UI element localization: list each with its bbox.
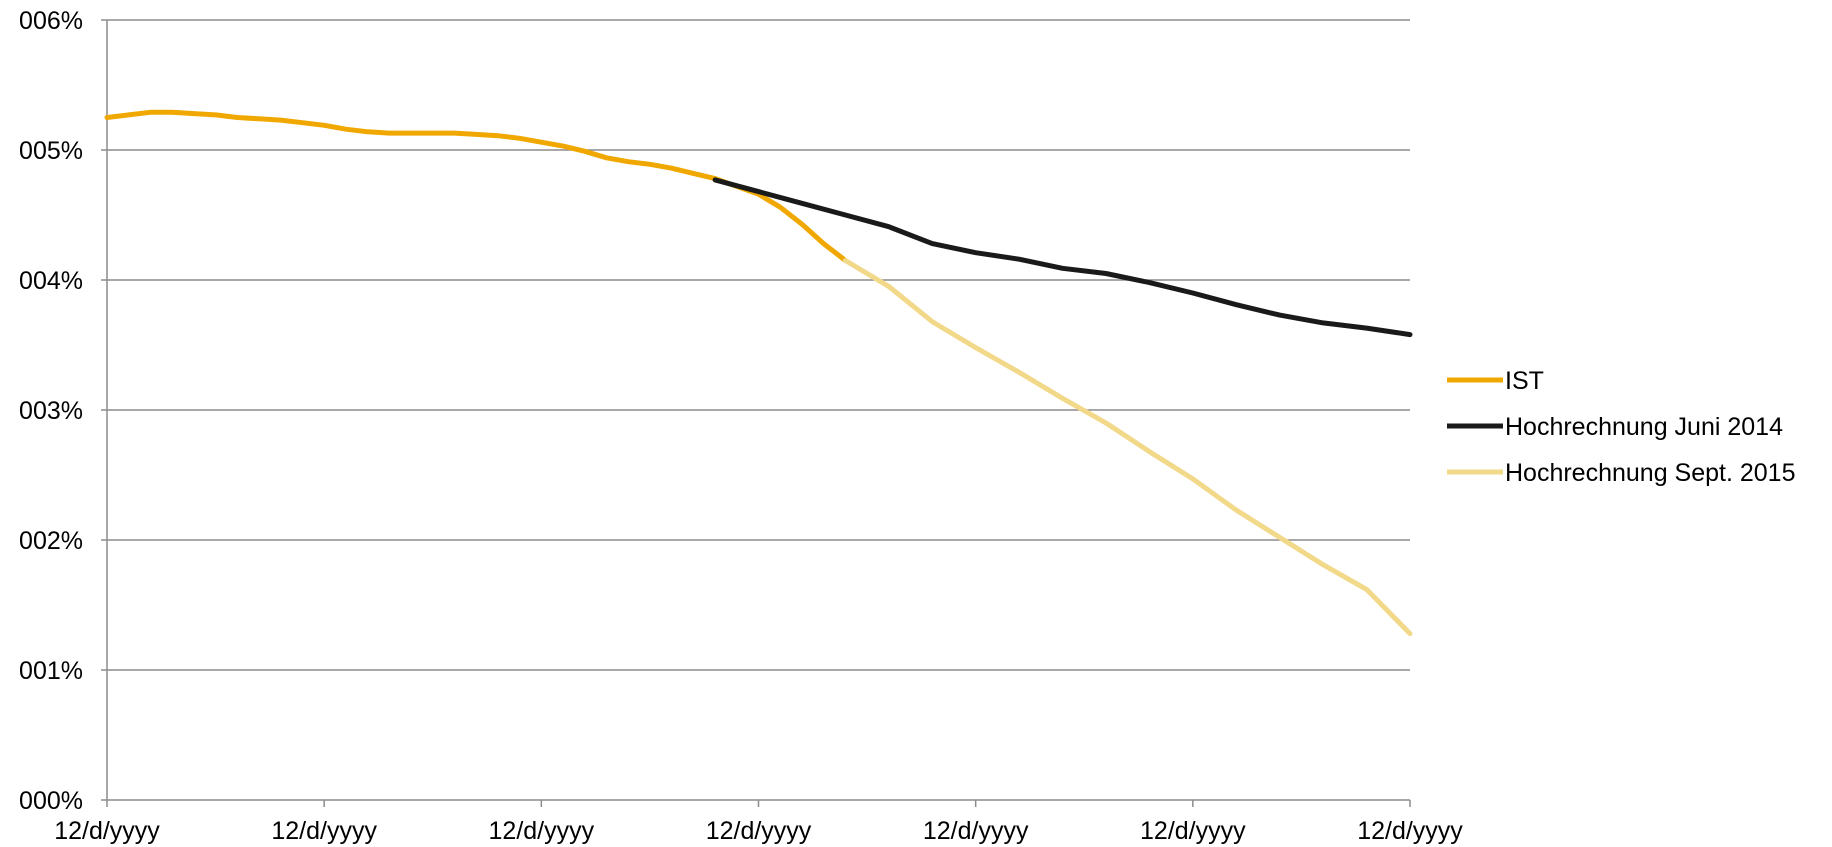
- x-tick-label: 12/d/yyyy: [706, 817, 812, 845]
- legend-label-3: Hochrechnung Sept. 2015: [1505, 459, 1796, 487]
- x-tick-labels: 12/d/yyyy 12/d/yyyy 12/d/yyyy 12/d/yyyy 12/d…: [54, 817, 1463, 845]
- y-tick-label: 000%: [19, 787, 83, 815]
- series-lines: [104, 109, 1413, 637]
- y-tick-label: 002%: [19, 527, 83, 555]
- legend-label-1: IST: [1505, 367, 1544, 395]
- x-tick-label: 12/d/yyyy: [1357, 817, 1463, 845]
- y-tick-labels: 000% 001% 002% 003% 004% 005% 006%: [19, 7, 83, 815]
- x-tick-label: 12/d/yyyy: [54, 817, 160, 845]
- x-tick-label: 12/d/yyyy: [923, 817, 1029, 845]
- y-tick-label: 003%: [19, 397, 83, 425]
- x-tick-label: 12/d/yyyy: [489, 817, 595, 845]
- y-tick-label: 006%: [19, 7, 83, 35]
- legend: IST Hochrechnung Juni 2014 Hochrechnung Se…: [1447, 367, 1796, 487]
- series-line-3: [842, 258, 1413, 637]
- series-line-2: [712, 177, 1413, 338]
- legend-label-2: Hochrechnung Juni 2014: [1505, 413, 1783, 441]
- gridlines: [107, 19, 1410, 671]
- y-tick-label: 005%: [19, 137, 83, 165]
- x-tick-label: 12/d/yyyy: [1140, 817, 1246, 845]
- axes: [101, 19, 1411, 807]
- y-tick-label: 004%: [19, 267, 83, 295]
- y-tick-label: 001%: [19, 657, 83, 685]
- x-tick-label: 12/d/yyyy: [271, 817, 377, 845]
